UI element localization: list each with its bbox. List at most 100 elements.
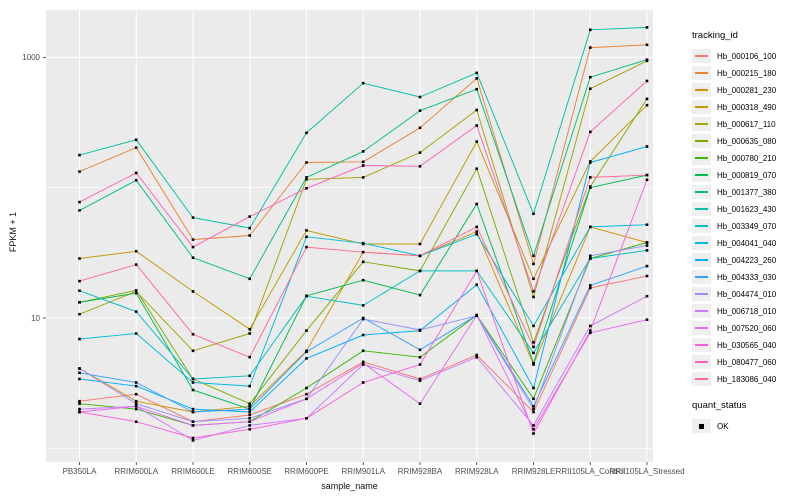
legend-item: Hb_030565_040	[692, 338, 798, 352]
series-line-icon	[695, 310, 708, 312]
legend-item: Hb_001623_430	[692, 202, 798, 216]
series-line-icon	[695, 123, 708, 125]
legend-item: Hb_000819_070	[692, 168, 798, 182]
series-points-Hb_080477_060	[78, 79, 649, 293]
legend-item-label: Hb_000215_180	[717, 68, 777, 78]
legend-item: Hb_000106_100	[692, 49, 798, 63]
legend: tracking_id Hb_000106_100 Hb_000215_180 Hb…	[692, 30, 798, 436]
series-line-icon	[695, 140, 708, 142]
legend-item-label: Hb_000780_210	[717, 153, 777, 163]
legend-item-label: Hb_000106_100	[717, 51, 777, 61]
plot-panel	[46, 10, 653, 462]
series-points-Hb_030565_040	[78, 178, 649, 440]
legend-item: Hb_000281_230	[692, 83, 798, 97]
series-color-swatch	[692, 202, 711, 216]
legend-item-label: Hb_080477_060	[717, 357, 777, 367]
legend-item: Hb_183086_040	[692, 372, 798, 386]
legend-item: Hb_003349_070	[692, 219, 798, 233]
legend-item: Hb_004041_040	[692, 236, 798, 250]
legend-items: Hb_000106_100 Hb_000215_180 Hb_000281_230 H…	[692, 49, 798, 386]
x-tick-label: RRIM928BA	[398, 467, 443, 476]
x-tick-label: PB350LA	[63, 467, 97, 476]
legend-item-label: Hb_007520_060	[717, 323, 777, 333]
legend-item: Hb_004333_030	[692, 270, 798, 284]
series-line-icon	[695, 157, 708, 159]
x-tick-label: RRIM901LA	[341, 467, 385, 476]
series-line-icon	[695, 55, 708, 57]
y-axis-title: FPKM + 1	[8, 211, 18, 253]
series-line-icon	[695, 174, 708, 176]
series-line-icon	[695, 208, 708, 210]
series-points-Hb_000215_180	[78, 43, 649, 266]
x-tick-label: RRIM600PE	[284, 467, 328, 476]
legend-item-label: Hb_006718_010	[717, 306, 777, 316]
legend-item-label: Hb_030565_040	[717, 340, 777, 350]
legend-item-label: Hb_003349_070	[717, 221, 777, 231]
series-line-icon	[695, 191, 708, 193]
series-points-Hb_183086_040	[78, 173, 649, 359]
legend-item: Hb_000617_110	[692, 117, 798, 131]
y-tick-label: 10	[31, 314, 40, 323]
legend-item-label: Hb_000281_230	[717, 85, 777, 95]
y-tick-label: 1000	[22, 53, 40, 62]
series-color-swatch	[692, 287, 711, 301]
x-tick-label: RRII105LA_Stressed	[609, 467, 684, 476]
series-color-swatch	[692, 338, 711, 352]
legend-item: Hb_004474_010	[692, 287, 798, 301]
legend-item-label: Hb_000819_070	[717, 170, 777, 180]
series-color-swatch	[692, 117, 711, 131]
legend-item-label: Hb_000635_080	[717, 136, 777, 146]
series-line-icon	[695, 259, 708, 261]
legend-item: Hb_006718_010	[692, 304, 798, 318]
series-line-icon	[695, 344, 708, 346]
series-color-swatch	[692, 355, 711, 369]
series-line-icon	[695, 89, 708, 91]
series-points-Hb_001377_380	[78, 58, 649, 281]
series-color-swatch	[692, 321, 711, 335]
series-color-swatch	[692, 270, 711, 284]
series-color-swatch	[692, 372, 711, 386]
legend-item: Hb_000780_210	[692, 151, 798, 165]
legend-item-label: Hb_000617_110	[717, 119, 776, 129]
x-tick-label: RRIM600SE	[228, 467, 272, 476]
series-line-icon	[695, 378, 708, 380]
x-tick-label: RRIM600LA	[114, 467, 158, 476]
legend-title-quant-status: quant_status	[692, 400, 747, 411]
series-points-Hb_001623_430	[78, 26, 649, 230]
legend-item: Hb_007520_060	[692, 321, 798, 335]
legend-item-ok: OK	[692, 419, 798, 433]
series-color-swatch	[692, 168, 711, 182]
series-color-swatch	[692, 66, 711, 80]
series-color-swatch	[692, 185, 711, 199]
legend-item: Hb_080477_060	[692, 355, 798, 369]
ok-marker-icon	[692, 419, 711, 433]
series-line-icon	[695, 361, 708, 363]
x-axis-title: sample_name	[321, 481, 378, 491]
series-line-icon	[695, 276, 708, 278]
legend-item-label: Hb_001623_430	[717, 204, 777, 214]
legend-item-label: Hb_004474_010	[717, 289, 777, 299]
series-color-swatch	[692, 151, 711, 165]
series-color-swatch	[692, 304, 711, 318]
legend-item-label: Hb_004333_030	[717, 272, 777, 282]
legend-item-label: OK	[717, 421, 729, 431]
series-line-icon	[695, 106, 708, 108]
legend-item-label: Hb_183086_040	[717, 374, 777, 384]
legend-item-label: Hb_001377_380	[717, 187, 777, 197]
series-line-icon	[695, 225, 708, 227]
x-tick-label: RRII105LA_Control	[556, 467, 626, 476]
series-color-swatch	[692, 253, 711, 267]
series-color-swatch	[692, 236, 711, 250]
series-line-icon	[695, 293, 708, 295]
series-line-icon	[695, 242, 708, 244]
x-tick-label: RRIM600LE	[171, 467, 215, 476]
series-color-swatch	[692, 134, 711, 148]
legend-item: Hb_000635_080	[692, 134, 798, 148]
legend-item-label: Hb_000318_490	[717, 102, 777, 112]
legend-item: Hb_000318_490	[692, 100, 798, 114]
legend-item-label: Hb_004223_260	[717, 255, 777, 265]
series-line-icon	[695, 72, 708, 74]
series-color-swatch	[692, 100, 711, 114]
